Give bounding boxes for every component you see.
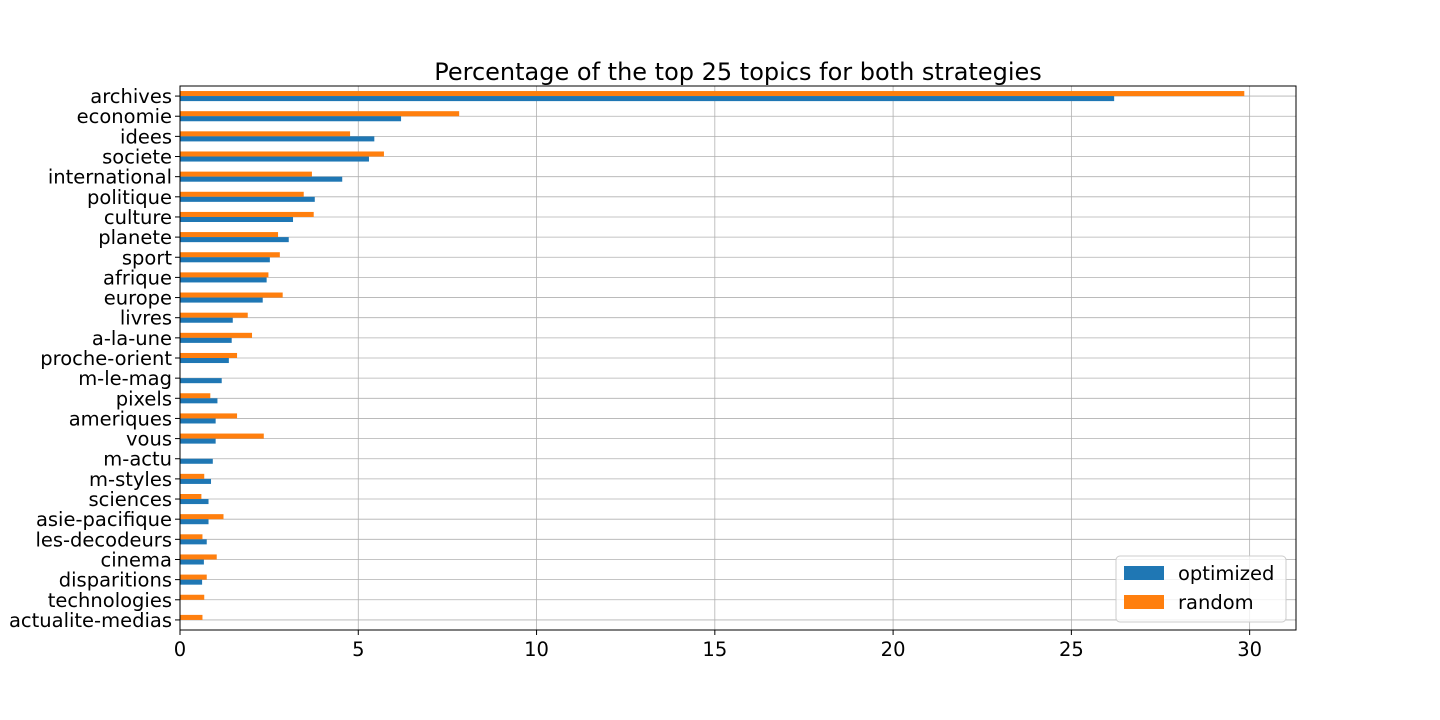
y-tick-label-international: international: [48, 166, 172, 189]
bar-random-cinema: [180, 554, 217, 560]
bar-optimized-proche-orient: [180, 358, 229, 364]
bar-random-disparitions: [180, 574, 207, 580]
bar-random-afrique: [180, 272, 269, 278]
y-tick-label-m-styles: m-styles: [89, 468, 172, 491]
grid-lines: [179, 86, 1296, 630]
bar-random-culture: [180, 211, 314, 217]
bar-optimized-ameriques: [180, 418, 216, 424]
bar-optimized-disparitions: [180, 579, 203, 585]
bar-random-idees: [180, 131, 351, 137]
bar-optimized-asie-pacifique: [180, 519, 209, 525]
y-tick-label-proche-orient: proche-orient: [40, 347, 172, 370]
bar-random-m-styles: [180, 473, 205, 479]
bar-random-international: [180, 171, 312, 177]
bar-random-pixels: [180, 393, 211, 399]
bar-optimized-planete: [180, 237, 289, 243]
bar-optimized-europe: [180, 297, 263, 303]
bar-random-sport: [180, 252, 280, 258]
bar-optimized-international: [180, 176, 343, 182]
bar-optimized-a-la-une: [180, 337, 232, 343]
legend-swatch-optimized: [1124, 566, 1164, 580]
bar-random-ameriques: [180, 413, 238, 419]
bar-random-asie-pacifique: [180, 514, 224, 520]
y-tick-label-vous: vous: [126, 428, 172, 451]
y-tick-label-sport: sport: [122, 246, 172, 269]
y-tick-label-les-decodeurs: les-decodeurs: [35, 528, 172, 551]
bar-random-europe: [180, 292, 283, 298]
y-tick-label-m-actu: m-actu: [103, 448, 172, 471]
bar-optimized-archives: [180, 96, 1115, 102]
chart-title: Percentage of the top 25 topics for both…: [434, 58, 1042, 86]
bar-random-planete: [180, 232, 279, 238]
y-tick-label-politique: politique: [87, 186, 172, 209]
bar-optimized-cinema: [180, 559, 204, 565]
bar-optimized-idees: [180, 136, 375, 142]
y-tick-label-ameriques: ameriques: [69, 407, 172, 430]
bar-random-societe: [180, 151, 384, 157]
legend-swatch-random: [1124, 595, 1164, 609]
y-tick-label-idees: idees: [120, 125, 172, 148]
x-tick-label: 10: [524, 638, 549, 661]
bar-random-economie: [180, 111, 460, 117]
bar-random-a-la-une: [180, 332, 253, 338]
legend-label-random: random: [1178, 591, 1254, 614]
y-tick-label-pixels: pixels: [116, 387, 172, 410]
bar-random-archives: [180, 91, 1245, 97]
x-tick-label: 30: [1237, 638, 1262, 661]
bar-random-politique: [180, 191, 304, 197]
bar-random-actualite-medias: [180, 614, 203, 620]
y-tick-label-disparitions: disparitions: [59, 569, 172, 592]
bar-optimized-vous: [180, 438, 216, 444]
x-tick-label: 15: [702, 638, 727, 661]
bar-random-technologies: [180, 594, 205, 600]
bar-optimized-m-styles: [180, 478, 212, 484]
y-tick-label-culture: culture: [104, 206, 172, 229]
bar-optimized-culture: [180, 216, 294, 222]
y-tick-label-afrique: afrique: [103, 266, 172, 289]
y-tick-label-cinema: cinema: [101, 548, 172, 571]
bar-optimized-politique: [180, 196, 315, 202]
y-tick-label-sciences: sciences: [88, 488, 172, 511]
x-tick-label: 0: [174, 638, 186, 661]
y-tick-label-m-le-mag: m-le-mag: [78, 367, 172, 390]
bar-random-sciences: [180, 494, 202, 500]
bar-optimized-sciences: [180, 499, 209, 505]
bars: [180, 91, 1245, 620]
legend-label-optimized: optimized: [1178, 562, 1274, 585]
bar-optimized-societe: [180, 156, 369, 162]
y-tick-label-technologies: technologies: [48, 589, 172, 612]
y-tick-label-livres: livres: [120, 307, 172, 330]
bar-optimized-les-decodeurs: [180, 539, 207, 545]
x-tick-label: 20: [881, 638, 906, 661]
legend: optimized random: [1115, 555, 1287, 623]
y-tick-label-societe: societe: [102, 146, 172, 169]
y-tick-label-economie: economie: [77, 105, 172, 128]
y-tick-label-planete: planete: [98, 226, 172, 249]
y-axis-ticks: archiveseconomieideessocieteinternationa…: [9, 85, 180, 632]
bar-random-proche-orient: [180, 352, 238, 358]
bar-random-vous: [180, 433, 264, 439]
y-tick-label-a-la-une: a-la-une: [92, 327, 172, 350]
bar-optimized-pixels: [180, 398, 218, 404]
bar-optimized-economie: [180, 116, 402, 122]
bar-optimized-afrique: [180, 277, 267, 283]
bar-random-les-decodeurs: [180, 534, 203, 540]
bar-optimized-sport: [180, 257, 270, 263]
y-tick-label-archives: archives: [90, 85, 172, 108]
x-axis-ticks: 0 5 10 15 20 25 30: [174, 630, 1262, 661]
bar-random-livres: [180, 312, 248, 318]
x-tick-label: 5: [352, 638, 364, 661]
y-tick-label-europe: europe: [104, 287, 172, 310]
y-tick-label-actualite-medias: actualite-medias: [9, 609, 172, 632]
x-tick-label: 25: [1059, 638, 1084, 661]
bar-optimized-m-le-mag: [180, 378, 222, 384]
y-tick-label-asie-pacifique: asie-pacifique: [36, 508, 172, 531]
bar-optimized-m-actu: [180, 458, 213, 464]
bar-optimized-livres: [180, 317, 233, 323]
